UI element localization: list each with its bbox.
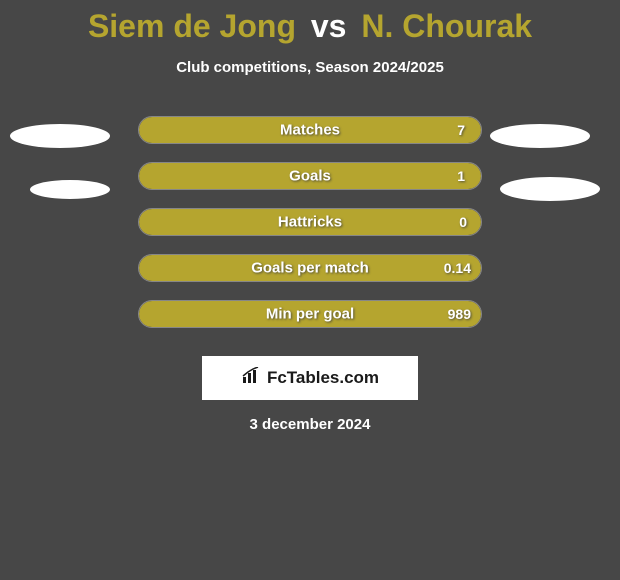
footer-attribution: FcTables.com (202, 356, 418, 400)
bar-track: Goals 1 (138, 162, 482, 190)
footer-brand: FcTables.com (267, 368, 379, 388)
stat-label: Hattricks (278, 214, 342, 231)
stat-label: Goals per match (251, 260, 369, 277)
decor-ellipse (30, 180, 110, 199)
stat-value: 0 (459, 214, 467, 230)
decor-ellipse (490, 124, 590, 148)
bar-track: Matches 7 (138, 116, 482, 144)
decor-ellipse (500, 177, 600, 201)
bar-track: Hattricks 0 (138, 208, 482, 236)
stat-rows: Matches 7 Goals 1 Hattricks 0 Goals per match 0… (0, 116, 620, 346)
stat-label: Matches (280, 122, 340, 139)
stat-row: Goals per match 0.14 (0, 254, 620, 300)
stat-row: Hattricks 0 (0, 208, 620, 254)
title: Siem de Jong vs N. Chourak (0, 0, 620, 45)
stat-value: 1 (457, 168, 465, 184)
bar-track: Goals per match 0.14 (138, 254, 482, 282)
stat-value: 0.14 (444, 260, 471, 276)
stat-label: Min per goal (266, 306, 354, 323)
player2-name: N. Chourak (361, 8, 532, 44)
vs-label: vs (311, 8, 347, 44)
stat-row: Min per goal 989 (0, 300, 620, 346)
subtitle: Club competitions, Season 2024/2025 (0, 59, 620, 76)
bar-track: Min per goal 989 (138, 300, 482, 328)
stat-value: 7 (457, 122, 465, 138)
stat-label: Goals (289, 168, 331, 185)
stat-value: 989 (448, 306, 471, 322)
bar-chart-icon (241, 367, 263, 390)
date-line: 3 december 2024 (0, 416, 620, 433)
decor-ellipse (10, 124, 110, 148)
player1-name: Siem de Jong (88, 8, 296, 44)
